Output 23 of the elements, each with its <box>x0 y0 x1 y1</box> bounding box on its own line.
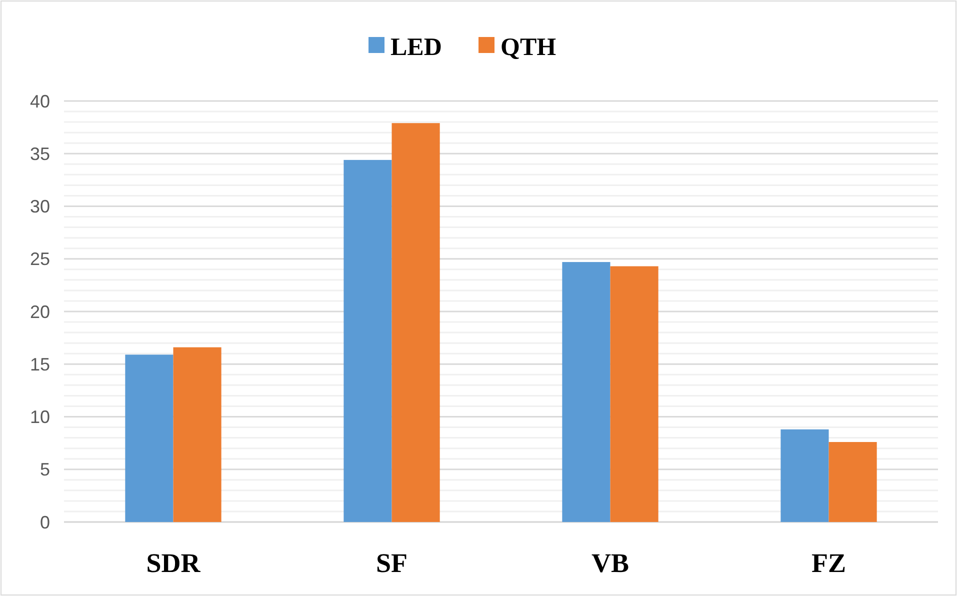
y-tick-label: 30 <box>30 196 50 217</box>
bar <box>780 429 829 522</box>
bar <box>125 354 174 522</box>
y-tick-label: 0 <box>40 512 50 532</box>
y-tick-label: 10 <box>30 407 50 428</box>
bar <box>344 160 392 522</box>
y-tick-label: 15 <box>30 354 50 374</box>
y-tick-label: 25 <box>30 249 50 270</box>
x-tick-label: VB <box>591 548 630 578</box>
bar <box>392 123 440 522</box>
y-tick-label: 40 <box>30 91 50 112</box>
bar <box>610 266 658 522</box>
y-tick-label: 5 <box>40 460 50 480</box>
x-tick-label: FZ <box>811 548 846 578</box>
bar <box>173 347 222 522</box>
legend-label: QTH <box>500 34 557 61</box>
x-tick-label: SF <box>376 548 408 578</box>
bar <box>828 442 877 522</box>
y-tick-label: 20 <box>30 302 50 322</box>
y-tick-label: 35 <box>30 144 50 164</box>
bar <box>562 262 610 522</box>
x-tick-label: SDR <box>146 548 201 578</box>
legend-label: LED <box>390 34 442 61</box>
